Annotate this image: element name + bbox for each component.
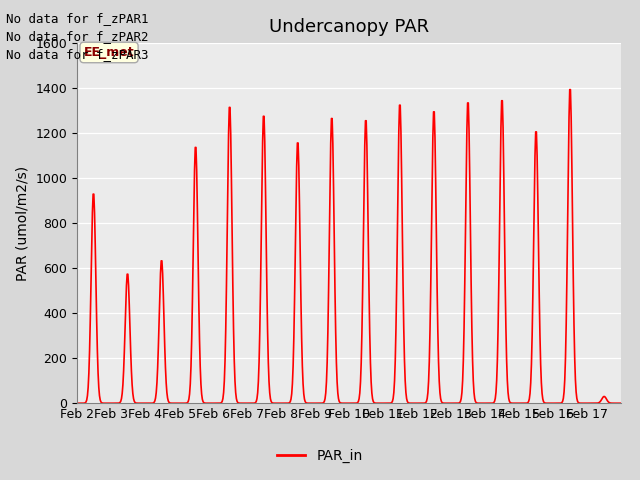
Title: Undercanopy PAR: Undercanopy PAR — [269, 18, 429, 36]
Legend: PAR_in: PAR_in — [272, 443, 368, 468]
Text: No data for f_zPAR1: No data for f_zPAR1 — [6, 12, 149, 25]
Text: No data for f_zPAR2: No data for f_zPAR2 — [6, 30, 149, 43]
Y-axis label: PAR (umol/m2/s): PAR (umol/m2/s) — [15, 166, 29, 281]
Text: No data for f_zPAR3: No data for f_zPAR3 — [6, 48, 149, 61]
Text: EE_met: EE_met — [84, 46, 134, 59]
